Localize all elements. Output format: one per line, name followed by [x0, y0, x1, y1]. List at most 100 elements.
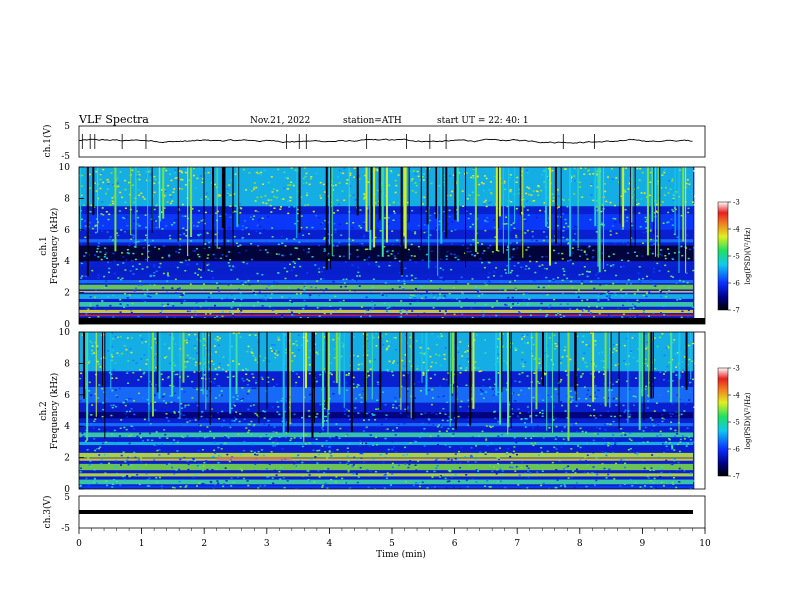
- spectral-pixel: [193, 250, 196, 252]
- spectral-pixel: [564, 303, 567, 305]
- spectral-pixel: [446, 401, 449, 403]
- spectral-pixel: [481, 293, 484, 295]
- spectral-pixel: [440, 335, 443, 337]
- spectral-pixel: [131, 337, 133, 339]
- spectral-pixel: [341, 342, 344, 344]
- spectral-pixel: [538, 265, 541, 267]
- spectral-pixel: [259, 232, 262, 234]
- frequency-band: [79, 267, 693, 274]
- spectral-pixel: [595, 174, 598, 177]
- spectral-pixel: [265, 241, 268, 244]
- spectral-pixel: [82, 254, 85, 257]
- spectral-pixel: [200, 389, 203, 391]
- time-tick-label: 10: [699, 539, 711, 549]
- spectral-pixel: [625, 363, 627, 366]
- spectral-pixel: [391, 288, 394, 290]
- spectral-pixel: [330, 180, 333, 182]
- spectral-pixel: [282, 477, 285, 479]
- spectral-pixel: [460, 276, 463, 279]
- spectral-pixel: [519, 315, 522, 318]
- spectral-pixel: [387, 370, 390, 372]
- spectral-pixel: [363, 461, 366, 463]
- spectral-pixel: [652, 469, 655, 471]
- spectral-pixel: [361, 242, 364, 245]
- spectral-pixel: [119, 191, 122, 194]
- spectral-pixel: [680, 413, 683, 416]
- spectral-pixel: [671, 380, 674, 382]
- spectral-pixel: [288, 206, 291, 208]
- spectral-pixel: [638, 442, 641, 445]
- spectral-pixel: [631, 303, 634, 305]
- spectral-pixel: [475, 469, 478, 471]
- spectral-pixel: [504, 303, 507, 306]
- spectral-pixel: [147, 250, 150, 253]
- spectral-pixel: [352, 239, 354, 241]
- spectral-pixel: [476, 242, 479, 244]
- spectral-pixel: [292, 184, 295, 187]
- spectral-pixel: [197, 234, 199, 236]
- spectral-pixel: [101, 207, 104, 209]
- spectral-pixel: [569, 308, 571, 310]
- spectral-pixel: [650, 486, 653, 488]
- spectral-pixel: [582, 335, 585, 337]
- spectral-pixel: [244, 220, 246, 222]
- spectral-pixel: [646, 441, 649, 443]
- spectral-pixel: [168, 255, 171, 258]
- spectral-pixel: [323, 250, 326, 252]
- spectral-pixel: [605, 454, 608, 457]
- spectral-pixel: [478, 370, 481, 373]
- spectral-pixel: [155, 443, 158, 446]
- spectral-pixel: [135, 287, 137, 289]
- spectral-pixel: [586, 275, 589, 278]
- spectral-pixel: [363, 223, 365, 225]
- spectral-pixel: [539, 361, 542, 363]
- spectral-pixel: [564, 346, 567, 348]
- spectral-pixel: [621, 381, 624, 384]
- spectral-pixel: [194, 460, 196, 462]
- spectral-pixel: [149, 383, 152, 385]
- spectral-pixel: [579, 255, 581, 257]
- spectral-pixel: [137, 379, 140, 381]
- spectral-pixel: [278, 413, 281, 416]
- spectral-pixel: [596, 476, 598, 479]
- spectral-pixel: [512, 248, 515, 250]
- spectral-pixel: [444, 477, 447, 480]
- spectral-pixel: [393, 210, 395, 213]
- spectral-pixel: [227, 237, 230, 239]
- spectral-pixel: [592, 256, 595, 258]
- spectral-pixel: [501, 470, 504, 472]
- spectral-pixel: [138, 483, 141, 486]
- spectral-pixel: [290, 307, 293, 309]
- spectral-pixel: [542, 239, 545, 242]
- spectral-pixel: [597, 389, 600, 392]
- spectral-pixel: [116, 336, 119, 338]
- spectral-pixel: [526, 186, 529, 188]
- spectral-pixel: [596, 426, 599, 429]
- spectral-pixel: [177, 426, 180, 429]
- spectral-pixel: [169, 362, 171, 365]
- spectral-pixel: [552, 197, 555, 199]
- spectral-pixel: [300, 344, 303, 346]
- spectral-pixel: [533, 478, 536, 480]
- spectral-pixel: [409, 297, 412, 299]
- spectral-pixel: [214, 397, 217, 399]
- spectral-pixel: [636, 167, 639, 170]
- spectral-pixel: [162, 400, 165, 402]
- spectral-pixel: [551, 193, 554, 195]
- spectral-pixel: [341, 190, 344, 192]
- spectral-pixel: [620, 434, 623, 437]
- spectral-pixel: [251, 313, 254, 315]
- spectral-pixel: [368, 445, 371, 447]
- spectral-pixel: [453, 287, 455, 289]
- spectral-pixel: [592, 451, 595, 454]
- spectral-pixel: [465, 384, 468, 386]
- spectral-pixel: [655, 228, 657, 231]
- spectral-pixel: [203, 483, 206, 485]
- spectral-pixel: [380, 191, 383, 193]
- spectral-pixel: [572, 262, 575, 265]
- spectral-pixel: [236, 476, 239, 478]
- spectral-pixel: [521, 338, 523, 340]
- spectral-pixel: [577, 445, 580, 447]
- spectral-pixel: [257, 487, 260, 489]
- spectral-pixel: [95, 482, 98, 485]
